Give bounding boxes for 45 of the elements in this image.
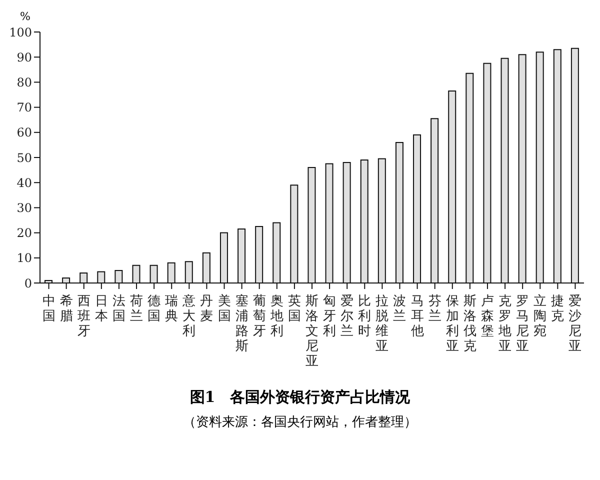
x-tick-label: 法国 bbox=[112, 294, 126, 324]
x-tick-label: 斯洛伐克 bbox=[463, 294, 476, 354]
x-tick-label: 瑞典 bbox=[165, 294, 178, 324]
x-tick-label: 日本 bbox=[94, 294, 108, 324]
x-tick-label: 中国 bbox=[42, 294, 56, 324]
y-tick-label: 50 bbox=[16, 150, 32, 165]
x-tick-label: 塞浦路斯 bbox=[235, 293, 248, 354]
x-tick-label: 罗马尼亚 bbox=[516, 294, 530, 354]
text: （资料来源：各国央行网站，作者整理） bbox=[182, 414, 418, 431]
y-tick-label: 0 bbox=[24, 276, 32, 290]
x-tick-label: 比利时 bbox=[358, 294, 372, 339]
x-tick-label: 丹麦 bbox=[200, 294, 214, 324]
y-tick-label: 70 bbox=[16, 100, 32, 115]
x-tick-label: 德国 bbox=[148, 294, 161, 324]
x-tick-label: 西班牙 bbox=[77, 294, 90, 339]
x-tick-label: 保加利亚 bbox=[446, 294, 459, 354]
x-tick-label: 爱尔兰 bbox=[340, 294, 354, 339]
y-tick-label: 20 bbox=[16, 226, 32, 240]
x-tick-label: 芬兰 bbox=[428, 294, 442, 324]
y-tick-label: 80 bbox=[16, 75, 32, 90]
x-tick-label: 奥地利 bbox=[269, 294, 284, 339]
y-axis-title: % bbox=[20, 10, 30, 23]
x-tick-label: 波兰 bbox=[393, 294, 406, 324]
x-tick-label: 斯洛文尼亚 bbox=[306, 294, 318, 369]
x-tick-label: 希腊 bbox=[60, 294, 73, 324]
x-tick-label: 意大利 bbox=[182, 294, 196, 339]
y-tick-label: 100 bbox=[9, 25, 32, 40]
text: 图1 各国外资银行资产占比情况 bbox=[188, 388, 412, 407]
x-tick-label: 葡萄牙 bbox=[252, 294, 266, 339]
x-tick-label: 匈牙利 bbox=[323, 294, 336, 339]
y-tick-label: 30 bbox=[16, 200, 32, 215]
x-tick-label: 卢森堡 bbox=[480, 294, 494, 339]
x-tick-label: 立陶宛 bbox=[534, 293, 547, 339]
x-tick-label: 爱沙尼亚 bbox=[568, 294, 582, 354]
y-tick-label: 90 bbox=[16, 50, 32, 64]
x-tick-label: 英国 bbox=[288, 294, 301, 324]
x-tick-label: 马耳他 bbox=[410, 294, 424, 339]
x-tick-label: 拉脱维亚 bbox=[376, 294, 389, 354]
x-tick-label: 克罗地亚 bbox=[498, 294, 512, 354]
x-tick-label: 捷克 bbox=[551, 294, 564, 324]
y-tick-label: 10 bbox=[16, 251, 32, 266]
x-tick-label: 美国 bbox=[218, 293, 231, 324]
y-tick-label: 60 bbox=[16, 126, 32, 140]
x-tick-label: 荷兰 bbox=[130, 294, 144, 324]
y-tick-label: 40 bbox=[16, 176, 32, 190]
